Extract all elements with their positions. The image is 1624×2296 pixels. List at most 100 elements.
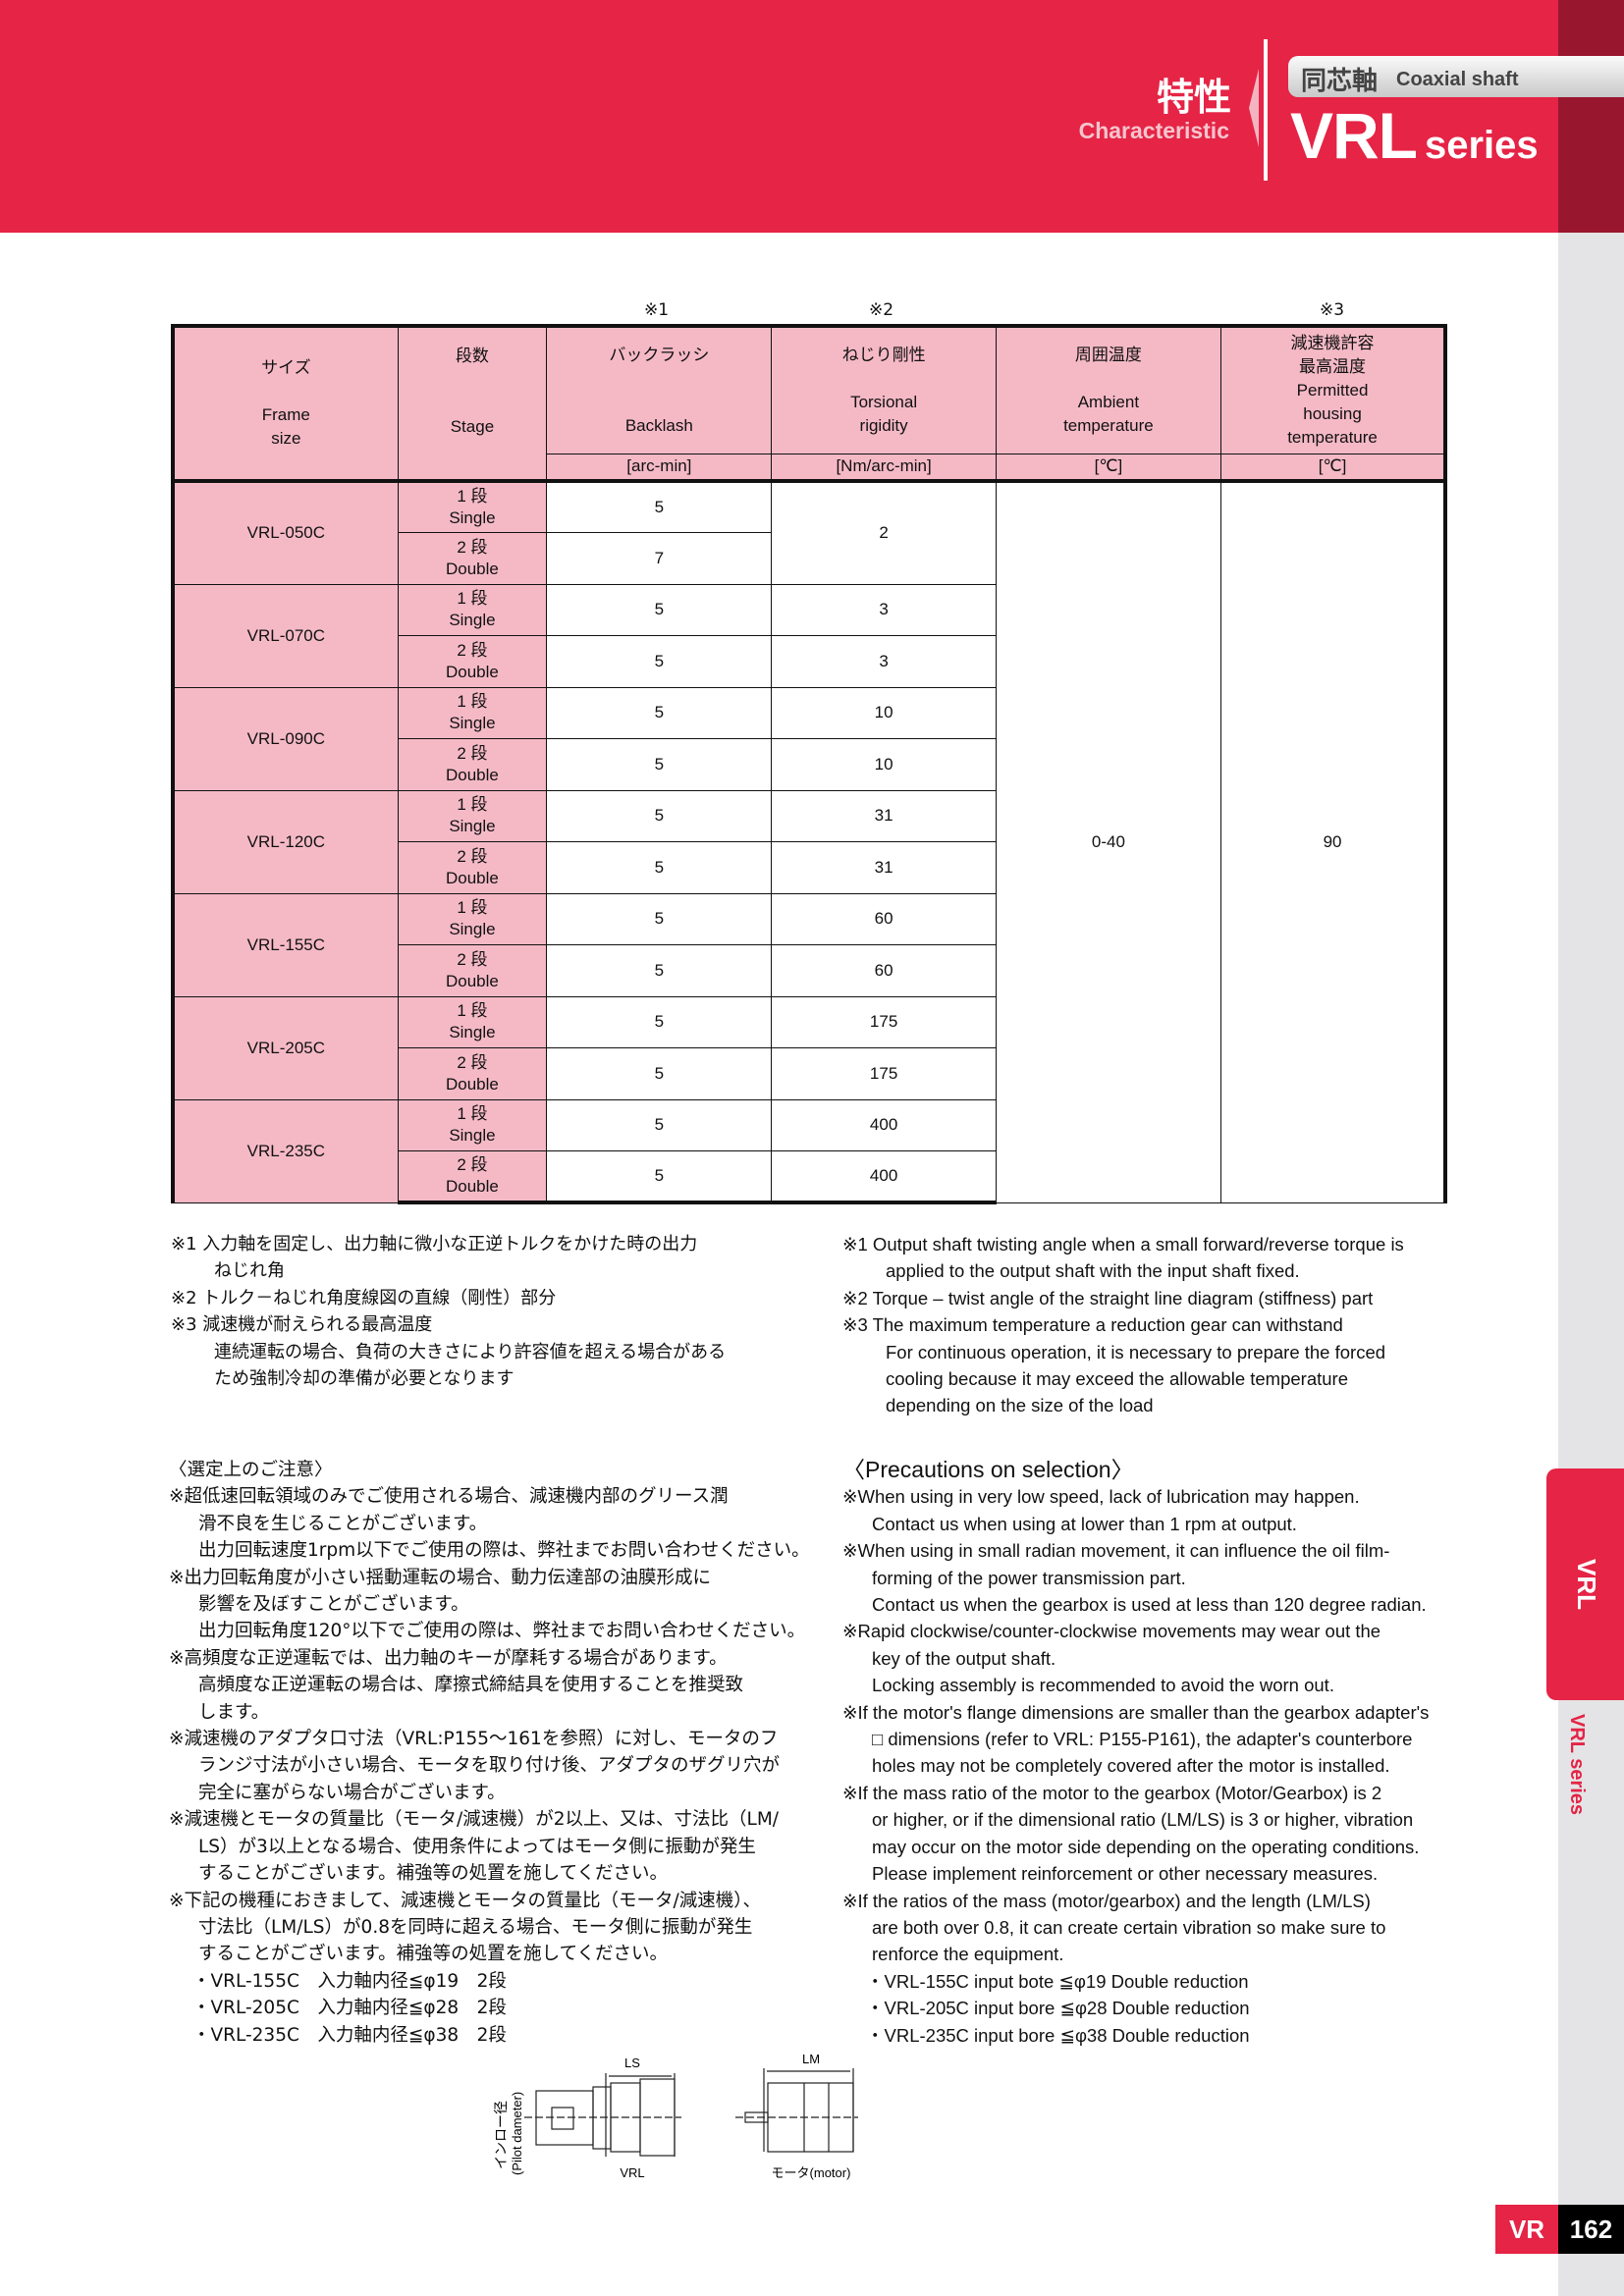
note-mark: ※2 xyxy=(869,300,894,320)
series-title: VRL series xyxy=(1290,98,1539,173)
note: For continuous operation, it is necessar… xyxy=(886,1341,1386,1362)
note-mark: ※1 xyxy=(644,300,670,320)
precaution-line: ※出力回転角度が小さい揺動運転の場合、動力伝達部の油膜形成に xyxy=(169,1567,712,1588)
precautions-title: 〈Precautions on selection〉 xyxy=(842,1457,1134,1482)
header-size: サイズ Frame size xyxy=(170,324,399,482)
stage-en: Double xyxy=(446,868,499,887)
table-row: 2 段 Double 5 400 xyxy=(173,1150,1445,1204)
stage-en: Single xyxy=(449,611,496,630)
note: depending on the size of the load xyxy=(886,1395,1154,1416)
header-stage: 段数 Stage xyxy=(397,324,548,482)
rigidity-value: 400 xyxy=(771,1098,997,1151)
rigidity-value: 175 xyxy=(771,995,997,1048)
precaution-line: ※減速機のアダプタ口寸法（VRL:P155～161を参照）に対し、モータのフ xyxy=(169,1729,779,1750)
rigidity-value: 31 xyxy=(771,789,997,842)
precaution-line: ・VRL-155C 入力軸内径≦φ19 2段 xyxy=(192,1970,507,1992)
stage: 1 段 Single xyxy=(397,789,548,842)
housing-value: 90 xyxy=(1220,479,1448,1203)
unit: [℃] xyxy=(995,453,1222,482)
precaution-line: ※高頻度な正逆運転では、出力軸のキーが摩耗する場合があります。 xyxy=(169,1647,728,1669)
precaution-line: LS）が3以上となる場合、使用条件によってはモータ側に振動が発生 xyxy=(198,1836,756,1857)
table-row: 2 段 Double 5 175 xyxy=(173,1047,1445,1100)
precaution-line: ※超低速回転領域のみでご使用される場合、減速機内部のグリース潤 xyxy=(169,1486,729,1508)
precaution-line: します。 xyxy=(198,1701,270,1723)
note: ねじれ角 xyxy=(214,1260,285,1282)
precaution-line: ・VRL-235C 入力軸内径≦φ38 2段 xyxy=(192,2024,507,2046)
backlash-value: 7 xyxy=(546,532,773,585)
precaution-line: 出力回転速度1rpm以下でご使用の際は、弊社までお問い合わせください。 xyxy=(198,1540,810,1562)
precaution-line: forming of the power transmission part. xyxy=(872,1567,1186,1588)
stage: 1 段 Single xyxy=(397,1098,548,1151)
backlash-value: 5 xyxy=(546,686,773,739)
precaution-line: ※When using in very low speed, lack of l… xyxy=(842,1486,1360,1508)
backlash-value: 5 xyxy=(546,583,773,636)
frame-size: VRL-155C xyxy=(170,892,399,997)
side-tab-vrl[interactable]: VRL xyxy=(1546,1468,1624,1700)
frame-size: VRL-070C xyxy=(170,583,399,688)
vrl-motor-diagram: LS LM VRL モータ(motor) インロー径 (Pilot damete… xyxy=(493,2054,858,2180)
stage: 2 段 Double xyxy=(397,841,548,894)
table-row: 2 段 Double 5 10 xyxy=(173,738,1445,791)
precaution-line: ※If the ratios of the mass (motor/gearbo… xyxy=(842,1890,1371,1911)
pilot-label: インロー径 xyxy=(493,2101,509,2169)
precaution-line: Contact us when the gearbox is used at l… xyxy=(872,1594,1427,1616)
precaution-line: ※If the motor's flange dimensions are sm… xyxy=(842,1701,1430,1723)
table-row: VRL-120C 1 段 Single 5 31 xyxy=(170,789,1445,894)
notes-en: ※1 Output shaft twisting angle when a sm… xyxy=(842,1231,1404,1419)
precaution-line: ランジ寸法が小さい場合、モータを取り付け後、アダプタのザグリ穴が xyxy=(198,1755,781,1777)
frame-size: VRL-205C xyxy=(170,995,399,1100)
motor-label: モータ(motor) xyxy=(772,2165,851,2180)
stage-en: Single xyxy=(449,1126,496,1146)
table-row: 2 段 Double 5 3 xyxy=(173,635,1445,688)
stage: 2 段 Double xyxy=(397,1047,548,1100)
stage: 2 段 Double xyxy=(397,1150,548,1204)
unit: [arc-min] xyxy=(546,453,773,482)
precaution-line: holes may not be completely covered afte… xyxy=(872,1755,1390,1777)
notes-jp: ※1 入力軸を固定し、出力軸に微小な正逆トルクをかけた時の出力 ねじれ角 ※2 … xyxy=(171,1231,726,1392)
rigidity-value: 60 xyxy=(771,944,997,997)
backlash-value: 5 xyxy=(546,1098,773,1151)
stage-jp: 1 段 xyxy=(457,795,488,815)
unit: [℃] xyxy=(1220,453,1448,482)
backlash-value: 5 xyxy=(546,1047,773,1100)
rigidity-value: 10 xyxy=(771,686,997,739)
rigidity-value: 10 xyxy=(771,738,997,791)
backlash-value: 5 xyxy=(546,479,773,533)
stage-en: Double xyxy=(446,662,499,681)
stage-jp: 1 段 xyxy=(457,487,488,506)
unit: [Nm/arc-min] xyxy=(771,453,997,482)
divider xyxy=(1264,39,1268,181)
precautions-jp: 〈選定上のご注意〉 ※超低速回転領域のみでご使用される場合、減速機内部のグリース… xyxy=(169,1457,810,2049)
stage-jp: 1 段 xyxy=(457,692,488,712)
note: cooling because it may exceed the allowa… xyxy=(886,1368,1349,1390)
stage-en: Double xyxy=(446,559,499,578)
header-backlash: バックラッシ Backlash xyxy=(546,324,773,454)
note-mark: ※3 xyxy=(1320,300,1345,320)
stage-en: Single xyxy=(449,1023,496,1042)
lm-label: LM xyxy=(802,2054,820,2066)
note: ため強制冷却の準備が必要となります xyxy=(214,1368,514,1390)
note: ※2 Torque – twist angle of the straight … xyxy=(842,1287,1374,1308)
stage-jp: 2 段 xyxy=(457,743,488,763)
note: ※3 減速機が耐えられる最高温度 xyxy=(171,1314,433,1336)
stage: 2 段 Double xyxy=(397,944,548,997)
precaution-line: ・VRL-235C input bore ≦φ38 Double reducti… xyxy=(866,2024,1250,2046)
precautions-en: 〈Precautions on selection〉 ※When using i… xyxy=(842,1457,1429,2049)
stage-jp: 1 段 xyxy=(457,1001,488,1021)
rigidity-value: 2 xyxy=(771,479,997,585)
side-strip xyxy=(1558,233,1624,2296)
backlash-value: 5 xyxy=(546,995,773,1048)
note: ※1 入力軸を固定し、出力軸に微小な正逆トルクをかけた時の出力 xyxy=(171,1234,698,1255)
frame-size: VRL-050C xyxy=(170,479,399,585)
stage-en: Double xyxy=(446,765,499,784)
table-row: VRL-090C 1 段 Single 5 10 xyxy=(170,686,1445,791)
header-ambient: 周囲温度 Ambient temperature xyxy=(995,324,1222,454)
stage-en: Single xyxy=(449,714,496,733)
precaution-line: 高頻度な正逆運転の場合は、摩擦式締結具を使用することを推奨致 xyxy=(198,1675,744,1696)
side-series-label: VRL series xyxy=(1566,1714,1588,1816)
stage-en: Single xyxy=(449,920,496,939)
ls-label: LS xyxy=(624,2056,640,2070)
table-row: 2 段 Double 5 60 xyxy=(173,944,1445,997)
stage-jp: 1 段 xyxy=(457,898,488,918)
rigidity-value: 3 xyxy=(771,583,997,636)
